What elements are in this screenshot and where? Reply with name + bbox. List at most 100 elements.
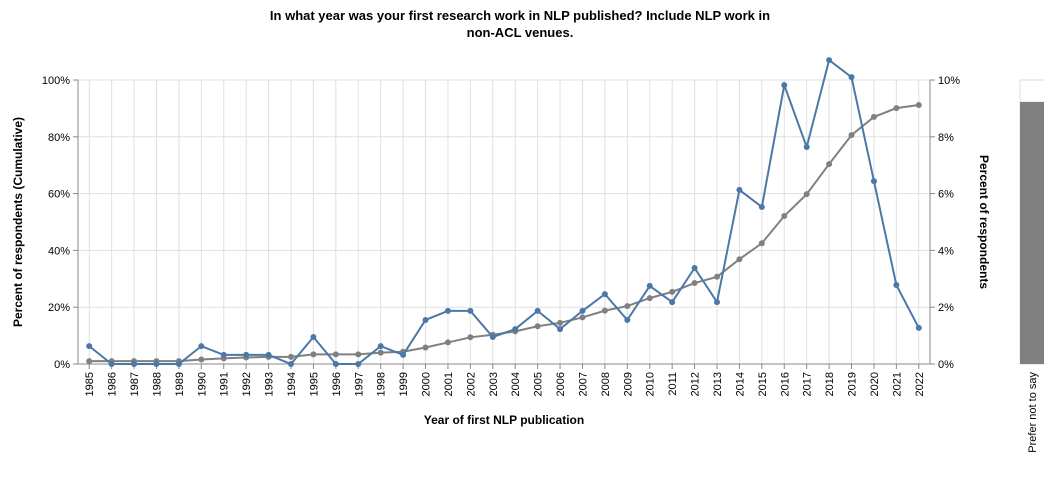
- y2-tick-label: 10%: [938, 75, 960, 87]
- x-tick-label: 2002: [465, 372, 477, 396]
- point: [803, 191, 810, 198]
- y-axis-label: Percent of respondents (Cumulative): [11, 117, 25, 327]
- x-tick-label: 1991: [219, 372, 231, 396]
- point: [332, 361, 339, 367]
- point: [422, 344, 429, 351]
- point: [265, 351, 272, 358]
- point: [758, 240, 765, 247]
- point: [86, 343, 93, 350]
- point: [310, 334, 317, 341]
- point: [355, 351, 362, 358]
- point: [826, 57, 833, 64]
- point: [848, 74, 855, 81]
- y2-tick-label: 4%: [938, 245, 954, 257]
- x-tick-label: 1988: [151, 372, 163, 396]
- x-tick-label: 2014: [734, 372, 746, 396]
- point: [557, 326, 564, 333]
- x-tick-label: 1986: [107, 372, 119, 396]
- x-tick-label: 2006: [555, 372, 567, 396]
- point: [669, 299, 676, 306]
- x-tick-label: 2015: [757, 372, 769, 396]
- point: [915, 101, 922, 108]
- y-tick-label: 80%: [48, 132, 70, 144]
- y2-tick-label: 2%: [938, 302, 954, 314]
- point: [691, 265, 698, 272]
- x-tick-label: 2001: [443, 372, 455, 396]
- point: [579, 307, 586, 314]
- series-line: [88, 58, 920, 366]
- y-tick-label: 20%: [48, 302, 70, 314]
- y2-tick-label: 6%: [938, 189, 954, 201]
- point: [714, 273, 720, 280]
- x-tick-label: 2021: [891, 372, 903, 396]
- y-tick-label: 40%: [48, 245, 70, 257]
- point: [243, 351, 250, 358]
- point: [108, 361, 115, 367]
- x-tick-label: 2019: [847, 372, 859, 396]
- x-tick-label: 1990: [196, 372, 208, 396]
- point: [691, 280, 698, 287]
- x-tick-label: 2000: [421, 372, 433, 396]
- x-tick-label: 2005: [533, 372, 545, 396]
- x-tick-label: 1993: [264, 372, 276, 396]
- point: [736, 256, 743, 263]
- point: [803, 144, 810, 151]
- y-tick-label: 60%: [48, 189, 70, 201]
- point: [310, 351, 317, 358]
- point: [288, 353, 294, 360]
- x-tick-label: 2009: [622, 372, 634, 396]
- point: [377, 343, 384, 350]
- point: [355, 361, 362, 367]
- point: [288, 361, 294, 367]
- bar: [1020, 101, 1044, 365]
- x-tick-label: 1989: [174, 372, 186, 396]
- x-tick-label: 2003: [488, 372, 500, 396]
- point: [198, 343, 205, 350]
- point: [377, 349, 384, 356]
- point: [624, 303, 631, 310]
- point: [400, 351, 407, 358]
- x-tick-label: 1999: [398, 372, 410, 396]
- point: [579, 314, 586, 321]
- point: [870, 178, 877, 185]
- x-tick-label: 1987: [129, 372, 141, 396]
- point: [826, 161, 833, 168]
- point: [422, 316, 429, 323]
- x-tick-label: 1997: [353, 372, 365, 396]
- point: [489, 334, 496, 341]
- x-tick-label: 2013: [712, 372, 724, 396]
- point: [467, 334, 474, 341]
- point: [131, 361, 138, 367]
- x-tick-label: 2004: [510, 372, 522, 396]
- x-tick-label: 1996: [331, 372, 343, 396]
- x-tick-label: 1995: [308, 372, 320, 396]
- chart-title: non-ACL venues.: [467, 25, 574, 40]
- y-tick-label: 100%: [42, 75, 70, 87]
- point: [601, 307, 608, 314]
- x-tick-label: 2020: [869, 372, 881, 396]
- x-tick-label: 2007: [577, 372, 589, 396]
- point: [624, 316, 631, 323]
- point: [893, 282, 900, 289]
- x-tick-label: 1985: [84, 372, 96, 396]
- point: [534, 323, 541, 330]
- x-tick-label: 2017: [802, 372, 814, 396]
- series-line: [89, 104, 919, 363]
- point: [175, 361, 182, 367]
- point: [646, 295, 653, 302]
- chart-title: In what year was your first research wor…: [270, 8, 770, 23]
- point: [557, 319, 564, 326]
- point: [220, 351, 227, 358]
- y2-axis-label: Percent of respondents: [977, 155, 991, 289]
- point: [601, 291, 608, 298]
- x-tick-label: 2018: [824, 372, 836, 396]
- x-tick-label: 2010: [645, 372, 657, 396]
- point: [467, 307, 474, 314]
- point: [915, 324, 922, 331]
- point: [758, 203, 765, 210]
- point: [781, 82, 788, 89]
- point: [870, 113, 877, 120]
- x-tick-label: 2011: [667, 372, 679, 396]
- point: [153, 361, 160, 367]
